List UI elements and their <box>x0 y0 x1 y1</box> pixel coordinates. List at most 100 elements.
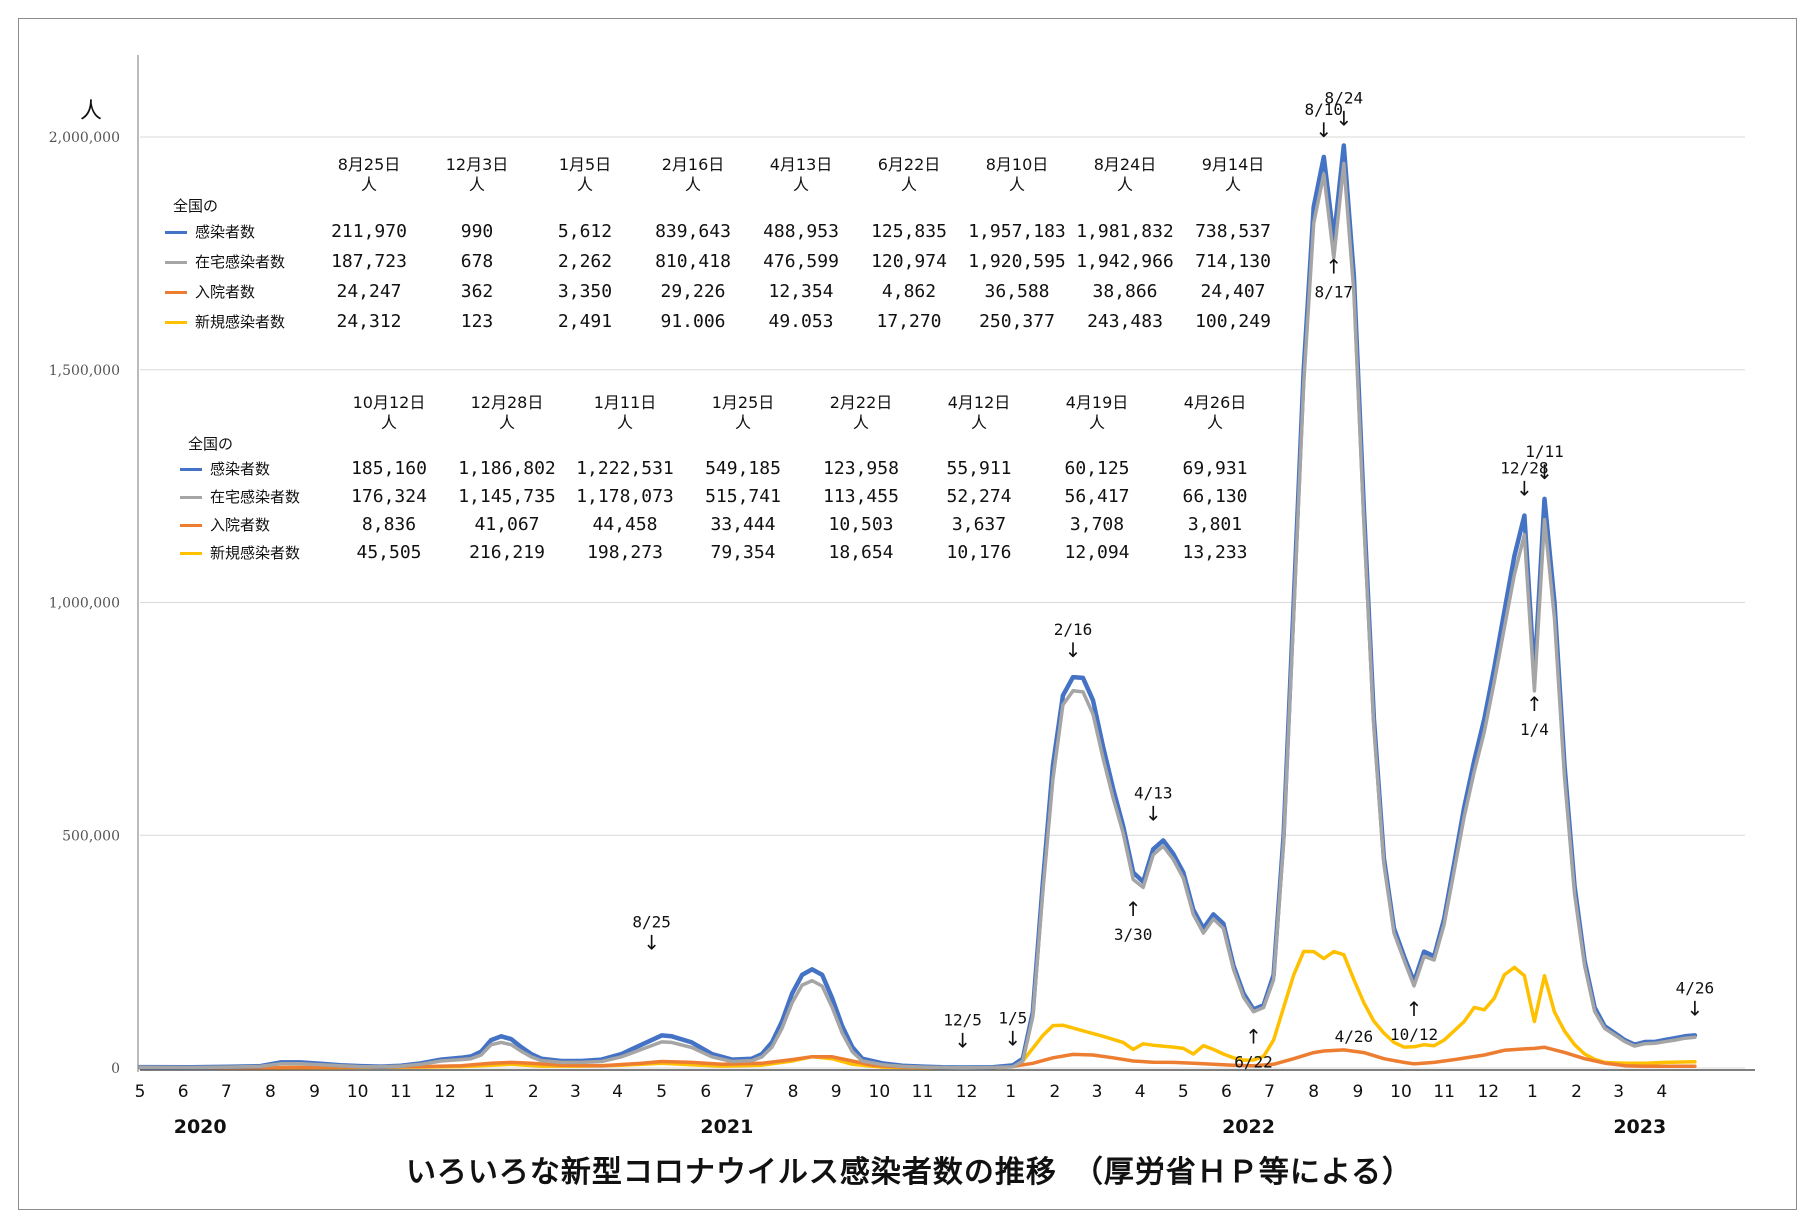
x-tick-label: 2 <box>1571 1082 1582 1102</box>
table-row: 入院者数 24,247 362 3,350 29,226 12,354 4,862 36,58… <box>165 276 1287 306</box>
table-cell: 714,130 <box>1195 250 1271 272</box>
x-tick-label: 11 <box>912 1082 934 1102</box>
table-date-header: 8月25日人 <box>315 155 423 195</box>
table-cell: 91.006 <box>660 310 726 332</box>
legend-label: 在宅感染者数 <box>195 252 286 271</box>
annotation-label: 3/30 <box>1114 925 1153 944</box>
table-date: 9月14日 <box>1201 155 1265 174</box>
table-unit: 人 <box>970 413 987 432</box>
year-label: 2022 <box>1222 1116 1275 1138</box>
y-tick-label: 1,000,000 <box>49 596 120 612</box>
table-cell: 1,145,735 <box>458 485 556 507</box>
x-tick-label: 12 <box>1477 1082 1499 1102</box>
y-tick-label: 2,000,000 <box>49 130 120 146</box>
table-cell: 24,407 <box>1200 280 1266 302</box>
table-cell: 3,350 <box>557 280 613 302</box>
table-corner <box>165 155 315 195</box>
legend-label: 在宅感染者数 <box>210 487 301 506</box>
year-label: 2021 <box>700 1116 753 1138</box>
x-tick-label: 6 <box>178 1082 189 1102</box>
legend-swatch <box>165 290 187 294</box>
table-date-header: 1月5日人 <box>531 155 639 195</box>
year-label: 2020 <box>174 1116 227 1138</box>
table-cell: 120,974 <box>871 250 947 272</box>
annotation-label: 8/10 <box>1304 100 1343 119</box>
table-row-label: 新規感染者数 <box>180 538 330 566</box>
table-date-header: 8月10日人 <box>963 155 1071 195</box>
table-cell: 52,274 <box>946 485 1012 507</box>
annotation-label: 12/28 <box>1500 459 1548 478</box>
annotation-label: 4/26 <box>1335 1027 1374 1046</box>
legend-swatch <box>165 320 187 324</box>
table-cell: 187,723 <box>331 250 407 272</box>
table-header-label: 全国の <box>173 197 219 215</box>
annotation-label: 8/24 <box>1325 88 1364 107</box>
table-cell: 1,186,802 <box>458 457 556 479</box>
annotation-label: 8/25 <box>632 912 671 931</box>
table-unit: 人 <box>360 175 377 194</box>
table-unit: 人 <box>900 175 917 194</box>
table-unit: 人 <box>616 413 633 432</box>
table-date-header: 4月19日人 <box>1038 393 1156 433</box>
table-unit: 人 <box>1088 413 1105 432</box>
legend-label: 感染者数 <box>210 459 271 478</box>
year-label: 2023 <box>1613 1116 1666 1138</box>
x-tick-label: 2 <box>528 1082 539 1102</box>
table-cell: 49.053 <box>768 310 834 332</box>
table-cell: 476,599 <box>763 250 839 272</box>
table-cell: 45,505 <box>356 541 422 563</box>
table-date-header: 10月12日人 <box>330 393 448 433</box>
table-row: 感染者数 211,970 990 5,612 839,643 488,953 125,835… <box>165 216 1287 246</box>
legend-swatch <box>165 260 187 264</box>
x-tick-label: 11 <box>390 1082 412 1102</box>
table-cell: 2,262 <box>557 250 613 272</box>
table-cell: 839,643 <box>655 220 731 242</box>
table-unit: 人 <box>1224 175 1241 194</box>
table-cell: 12,094 <box>1064 541 1130 563</box>
table-cell: 33,444 <box>710 513 776 535</box>
legend-swatch <box>180 551 202 555</box>
annotation-arrow: ↑ <box>1245 1024 1262 1048</box>
table-cell: 123 <box>460 310 494 332</box>
table-unit: 人 <box>1008 175 1025 194</box>
table-cell: 24,247 <box>336 280 402 302</box>
y-tick-label: 1,500,000 <box>49 363 120 379</box>
table-row: 在宅感染者数 176,324 1,145,735 1,178,073 515,741 11… <box>180 482 1274 510</box>
x-tick-label: 11 <box>1433 1082 1455 1102</box>
x-tick-label: 5 <box>656 1082 667 1102</box>
table-cell: 678 <box>460 250 494 272</box>
annotation-label: 4/26 <box>1676 978 1715 997</box>
y-tick-label: 500,000 <box>62 828 120 844</box>
annotation-label: 6/22 <box>1234 1052 1273 1071</box>
table-cell: 990 <box>460 220 494 242</box>
table-row-label: 在宅感染者数 <box>180 482 330 510</box>
x-tick-label: 4 <box>1135 1082 1146 1102</box>
x-tick-label: 7 <box>744 1082 755 1102</box>
annotation-arrow: ↓ <box>1145 801 1162 825</box>
table-row-label: 感染者数 <box>165 216 315 246</box>
series-line-hospital <box>138 1045 1697 1070</box>
annotation-arrow: ↓ <box>1065 638 1082 662</box>
annotation-arrow: ↓ <box>643 930 660 954</box>
table-unit: 人 <box>576 175 593 194</box>
y-tick-label: 0 <box>111 1061 120 1077</box>
table-date: 12月28日 <box>470 393 544 412</box>
legend-label: 入院者数 <box>210 515 271 534</box>
x-tick-label: 1 <box>1005 1082 1016 1102</box>
table-date: 4月26日 <box>1183 393 1247 412</box>
table-date: 1月25日 <box>711 393 775 412</box>
x-tick-label: 10 <box>347 1082 369 1102</box>
table-date-header: 1月11日人 <box>566 393 684 433</box>
table-unit: 人 <box>498 413 515 432</box>
annotation-arrow: ↓ <box>1315 118 1332 142</box>
table-date-header: 6月22日人 <box>855 155 963 195</box>
table-cell: 69,931 <box>1182 457 1248 479</box>
table-date-header: 9月14日人 <box>1179 155 1287 195</box>
table-cell: 55,911 <box>946 457 1012 479</box>
table-cell: 60,125 <box>1064 457 1130 479</box>
table-cell: 44,458 <box>592 513 658 535</box>
table-date-header: 2月16日人 <box>639 155 747 195</box>
table-date: 4月12日 <box>947 393 1011 412</box>
x-tick-label: 6 <box>700 1082 711 1102</box>
